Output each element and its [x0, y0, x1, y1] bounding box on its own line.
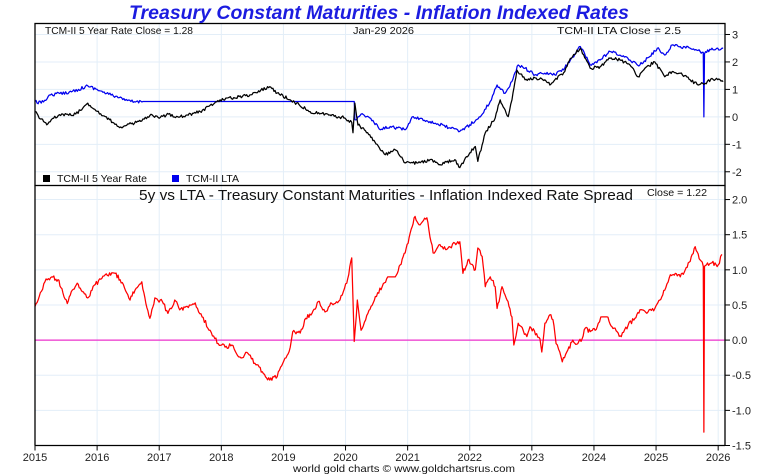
grid-layer	[35, 23, 725, 446]
x-tick-label: 2024	[582, 452, 606, 464]
series-line-tcm-ii-5-year-rate	[34, 47, 724, 169]
footer-credit: world gold charts © www.goldchartsrus.co…	[292, 463, 515, 475]
five-year-close-label: TCM-II 5 Year Rate Close = 1.28	[45, 25, 193, 37]
x-tick-label: 2016	[85, 452, 109, 464]
y-tick-label: 1.0	[732, 265, 747, 277]
x-tick-label: 2018	[209, 452, 233, 464]
y-tick-label: 1	[732, 84, 738, 96]
series-line-tcm-ii-lta	[34, 43, 724, 133]
legend-swatch-black	[43, 175, 50, 182]
y-tick-label: -1.5	[732, 441, 751, 453]
legend: TCM-II 5 Year Rate TCM-II LTA	[43, 173, 239, 185]
y-tick-label: 2	[732, 57, 738, 69]
legend-label-lta: TCM-II LTA	[186, 173, 239, 185]
x-tick-label: 2022	[458, 452, 482, 464]
legend-label-five-year: TCM-II 5 Year Rate	[57, 173, 147, 185]
spread-chart-title: 5y vs LTA - Treasury Constant Maturities…	[139, 187, 633, 204]
y-tick-label: -2	[732, 167, 742, 179]
x-tick-label: 2021	[395, 452, 419, 464]
series-layer	[34, 43, 725, 433]
legend-swatch-blue	[172, 175, 179, 182]
legend-item-five-year: TCM-II 5 Year Rate	[43, 173, 147, 185]
top-panel-frame	[34, 22, 726, 187]
y-tick-label: 0.5	[732, 300, 747, 312]
chart-title: Treasury Constant Maturities - Inflation…	[129, 3, 629, 24]
y-tick-label: 2.0	[732, 195, 747, 207]
x-tick-label: 2019	[271, 452, 295, 464]
date-label: Jan-29 2026	[353, 25, 414, 37]
x-tick-label: 2025	[644, 452, 668, 464]
x-tick-label: 2020	[333, 452, 357, 464]
x-tick-label: 2015	[23, 452, 47, 464]
y-tick-label: 1.5	[732, 230, 747, 242]
label-layer: 3 2 1 0 -1 -2 2.0 1.5 1.0 0.5 0.0 -0.5 -1.0 -1.5 2015 2…	[23, 29, 751, 464]
frame-layer	[34, 22, 730, 451]
y-tick-label: 3	[732, 29, 738, 41]
spread-close-label: Close = 1.22	[647, 187, 707, 199]
y-tick-label: -1	[732, 139, 742, 151]
x-tick-label: 2017	[147, 452, 171, 464]
lta-close-label: TCM-II LTA Close = 2.5	[557, 25, 681, 37]
legend-item-lta: TCM-II LTA	[172, 173, 239, 185]
series-line-5y-vs-lta-spread	[34, 215, 723, 433]
x-tick-label: 2026	[706, 452, 730, 464]
x-tick-label: 2023	[520, 452, 544, 464]
y-tick-label: 0	[732, 112, 738, 124]
y-tick-label: 0.0	[732, 335, 747, 347]
y-tick-label: -0.5	[732, 370, 751, 382]
y-tick-label: -1.0	[732, 405, 751, 417]
